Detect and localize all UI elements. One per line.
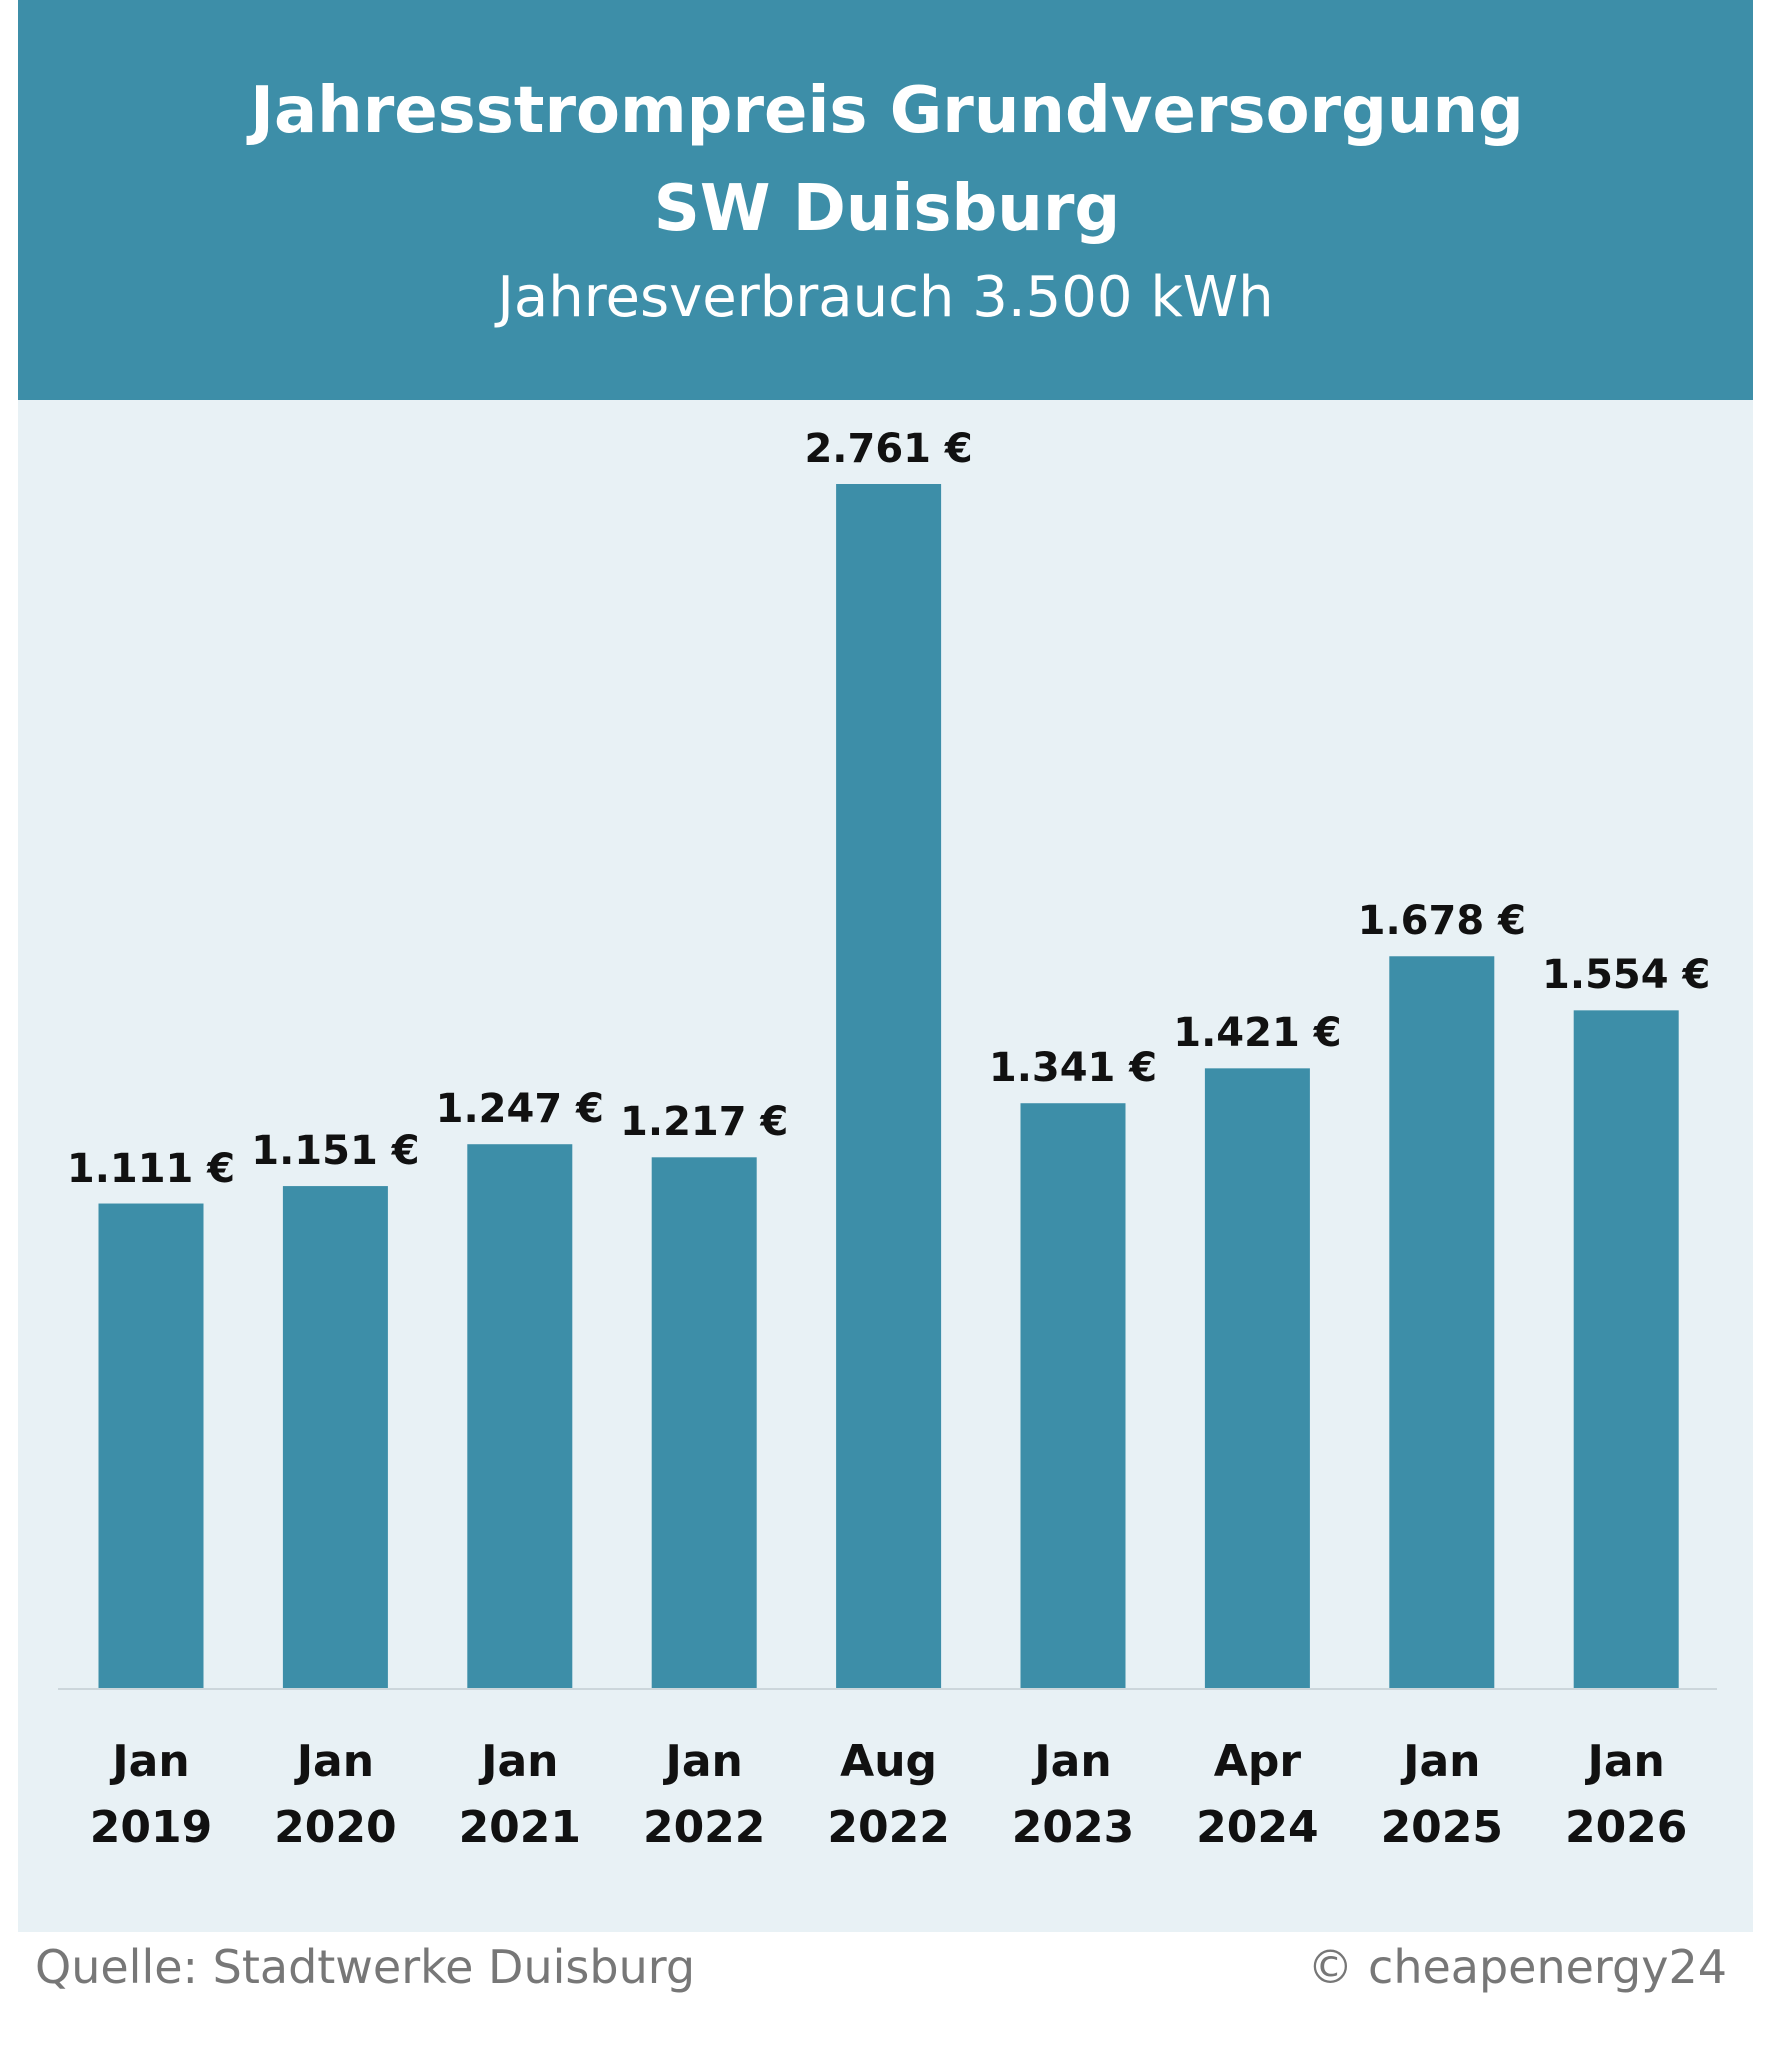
x-tick-label: Jan 2020 (274, 1736, 397, 1853)
bar (1204, 1068, 1310, 1688)
x-tick-label: Jan 2022 (642, 1736, 766, 1853)
value-label: 1.554 € (1542, 952, 1711, 999)
bar (1020, 1103, 1126, 1688)
bar (651, 1157, 757, 1688)
value-label: 1.111 € (66, 1145, 236, 1192)
bar (467, 1144, 573, 1688)
value-label: 2.761 € (804, 426, 973, 472)
value-label: 1.678 € (1357, 898, 1526, 945)
value-label: 1.247 € (435, 1086, 604, 1133)
chart-title: Jahresstrompreis Grundversorgung SW Duis… (250, 74, 1524, 246)
header (18, 0, 1753, 400)
chart-subtitle: Jahresverbrauch 3.500 kWh (497, 265, 1274, 330)
value-label: 1.217 € (620, 1099, 789, 1146)
bar (1389, 956, 1495, 1688)
value-label: 1.421 € (1173, 1010, 1342, 1057)
x-tick-label: Jan 2021 (458, 1736, 582, 1853)
x-tick-label: Jan 2025 (1380, 1736, 1504, 1853)
x-tick-label: Jan 2026 (1564, 1736, 1688, 1853)
source: Quelle: Stadtwerke Duisburg (35, 1940, 696, 1994)
bar (98, 1203, 204, 1688)
x-tick-label: Apr 2024 (1196, 1736, 1319, 1853)
bar (836, 484, 942, 1688)
bar (1573, 1010, 1679, 1688)
x-tick-label: Aug 2022 (827, 1736, 950, 1853)
bar (282, 1186, 388, 1688)
value-label: 1.151 € (251, 1128, 420, 1175)
value-label: 1.341 € (988, 1045, 1158, 1092)
x-tick-label: Jan 2019 (89, 1736, 213, 1853)
credit: © cheapenergy24 (1307, 1940, 1727, 1994)
x-tick-label: Jan 2023 (1011, 1736, 1135, 1853)
